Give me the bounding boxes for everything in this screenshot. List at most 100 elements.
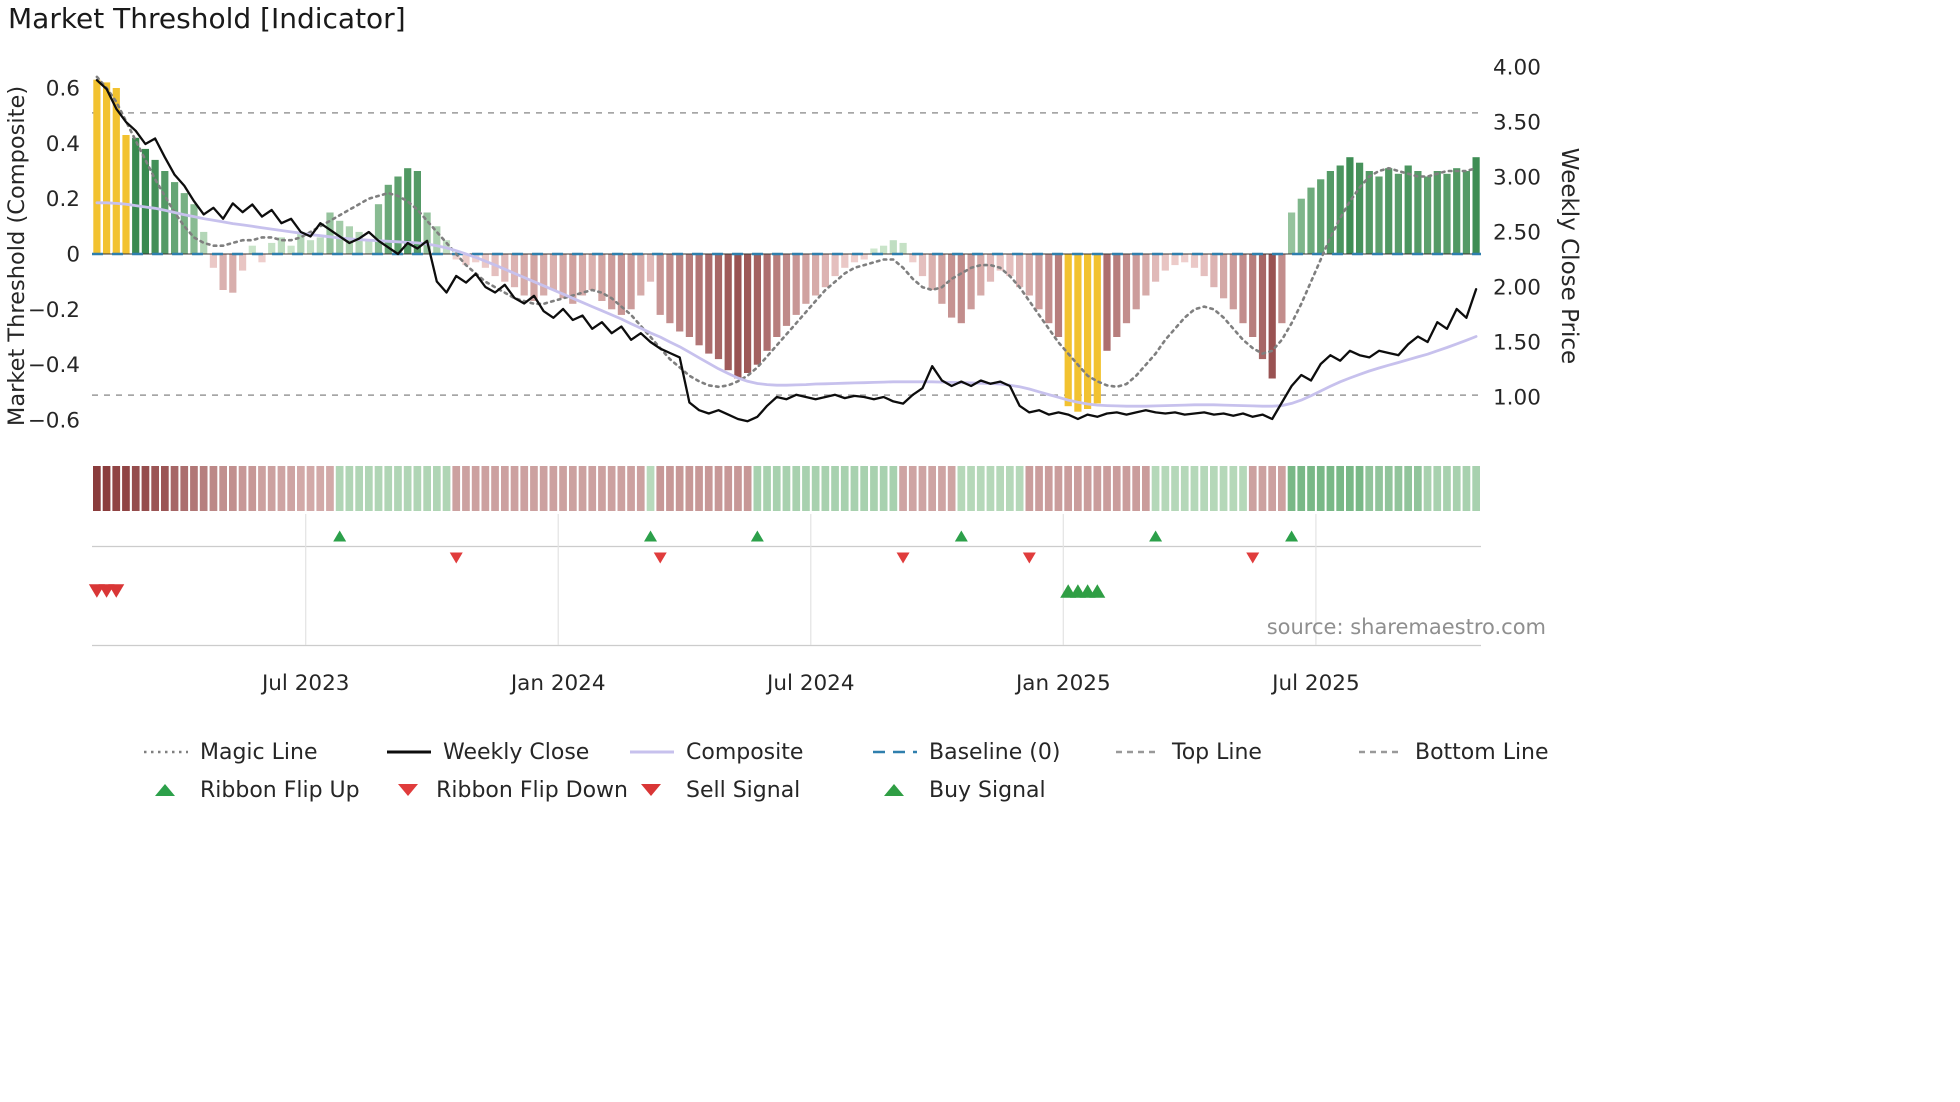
ribbon-cell — [636, 466, 645, 511]
ribbon-cell — [1103, 466, 1111, 511]
ribbon-flip-up-marker — [1285, 530, 1299, 542]
ribbon-cell — [131, 466, 140, 511]
ribbon-cell — [996, 466, 1004, 511]
histogram-bar — [248, 245, 256, 254]
ribbon-cell — [471, 466, 480, 511]
histogram-bar — [365, 240, 373, 254]
ribbon-cell — [452, 466, 461, 511]
histogram-bar — [384, 184, 392, 254]
ribbon-cell — [394, 466, 402, 511]
ribbon-cell — [938, 466, 946, 511]
left-tick-label: −0.2 — [28, 298, 80, 323]
histogram-bar — [1161, 254, 1169, 271]
ribbon-cell — [549, 466, 558, 511]
tri-down-icon — [398, 784, 418, 796]
histogram-bar — [773, 254, 781, 337]
histogram-bar — [938, 254, 946, 304]
legend-swatch-baseline — [873, 750, 917, 754]
legend-label-buy-signal: Buy Signal — [929, 777, 1046, 803]
ribbon-cell — [1336, 466, 1344, 511]
ribbon-cell — [598, 466, 606, 511]
histogram-bar — [161, 171, 169, 254]
ribbon-cell — [569, 466, 577, 511]
histogram-bar — [753, 254, 761, 365]
x-tick-label: Jul 2024 — [765, 671, 855, 696]
ribbon-cell — [957, 466, 966, 511]
legend-swatch-ribbon-flip-up — [155, 784, 175, 796]
ribbon-cell — [1171, 466, 1179, 511]
ribbon-cell — [413, 466, 422, 511]
right-tick-label: 1.50 — [1493, 331, 1541, 356]
histogram-bar — [1142, 254, 1150, 296]
ribbon-cell — [607, 466, 616, 511]
legend-item-buy-signal: Buy Signal — [871, 774, 1114, 806]
histogram-bar — [326, 212, 334, 254]
ribbon-cell — [403, 466, 412, 511]
ribbon-cell — [297, 466, 305, 511]
histogram-bar — [423, 212, 431, 254]
histogram-bar — [1220, 254, 1228, 299]
histogram-bar — [967, 254, 975, 310]
left-tick-label: −0.6 — [28, 409, 80, 434]
ribbon-flip-up-marker — [333, 530, 347, 542]
histogram-bar — [1268, 254, 1276, 379]
histogram-bar — [1084, 254, 1092, 409]
histogram-bar — [1035, 254, 1043, 310]
ribbon-cell — [481, 466, 490, 511]
histogram-bar — [996, 254, 1004, 271]
ribbon-cell — [1287, 466, 1296, 511]
histogram-bar — [1132, 254, 1140, 310]
histogram-bar — [666, 254, 674, 324]
histogram-bar — [598, 254, 606, 301]
ribbon-cell — [724, 466, 733, 511]
histogram-bar — [1365, 171, 1373, 254]
right-tick-label: 2.50 — [1493, 221, 1541, 246]
histogram-bar — [219, 254, 227, 290]
legend-label-magic-line: Magic Line — [200, 739, 318, 765]
ribbon-cell — [821, 466, 830, 511]
ribbon-cell — [1035, 466, 1043, 511]
ribbon-cell — [1132, 466, 1140, 511]
ribbon-cell — [1074, 466, 1082, 511]
ribbon-cell — [967, 466, 975, 511]
ribbon-cell — [918, 466, 927, 511]
histogram-bar — [1229, 254, 1237, 310]
ribbon-cell — [1443, 466, 1451, 511]
histogram-bar — [734, 254, 742, 379]
ribbon-cell — [1316, 466, 1325, 511]
ribbon-cell — [1462, 466, 1471, 511]
histogram-bar — [1200, 254, 1208, 277]
composite-line — [95, 201, 1478, 408]
histogram-bar — [1356, 162, 1364, 254]
ribbon-cell — [1346, 466, 1354, 511]
legend-label-bottom-line: Bottom Line — [1415, 739, 1549, 765]
histogram-bar — [1074, 254, 1082, 412]
ribbon-cell — [433, 466, 441, 511]
histogram-bar — [578, 254, 587, 296]
histogram-bar — [714, 254, 723, 360]
histogram-bar — [617, 254, 625, 315]
ribbon-cell — [617, 466, 626, 511]
legend-item-ribbon-flip-down: Ribbon Flip Down — [385, 774, 628, 806]
legend-item-top-line: Top Line — [1114, 736, 1357, 768]
ribbon-cell — [588, 466, 597, 511]
ribbon-cell — [704, 466, 713, 511]
legend-item-baseline: Baseline (0) — [871, 736, 1114, 768]
histogram-bar — [841, 254, 849, 268]
ribbon-cell — [627, 466, 635, 511]
ribbon-cell — [1452, 466, 1461, 511]
ribbon-cell — [811, 466, 820, 511]
ribbon-cell — [112, 466, 121, 511]
histogram-bar — [724, 254, 732, 371]
histogram-bar — [1404, 165, 1412, 254]
right-tick-label: 3.50 — [1493, 111, 1541, 136]
ribbon-cell — [1151, 466, 1160, 511]
histogram-bar — [909, 254, 917, 263]
x-tick-label: Jan 2025 — [1014, 671, 1111, 696]
histogram-bar — [977, 254, 985, 296]
legend-swatch-magic-line — [144, 750, 188, 754]
legend-swatch-buy-signal — [884, 784, 904, 796]
histogram-bar — [646, 254, 655, 282]
right-tick-label: 3.00 — [1493, 166, 1541, 191]
legend-swatch-weekly-close — [387, 750, 431, 754]
